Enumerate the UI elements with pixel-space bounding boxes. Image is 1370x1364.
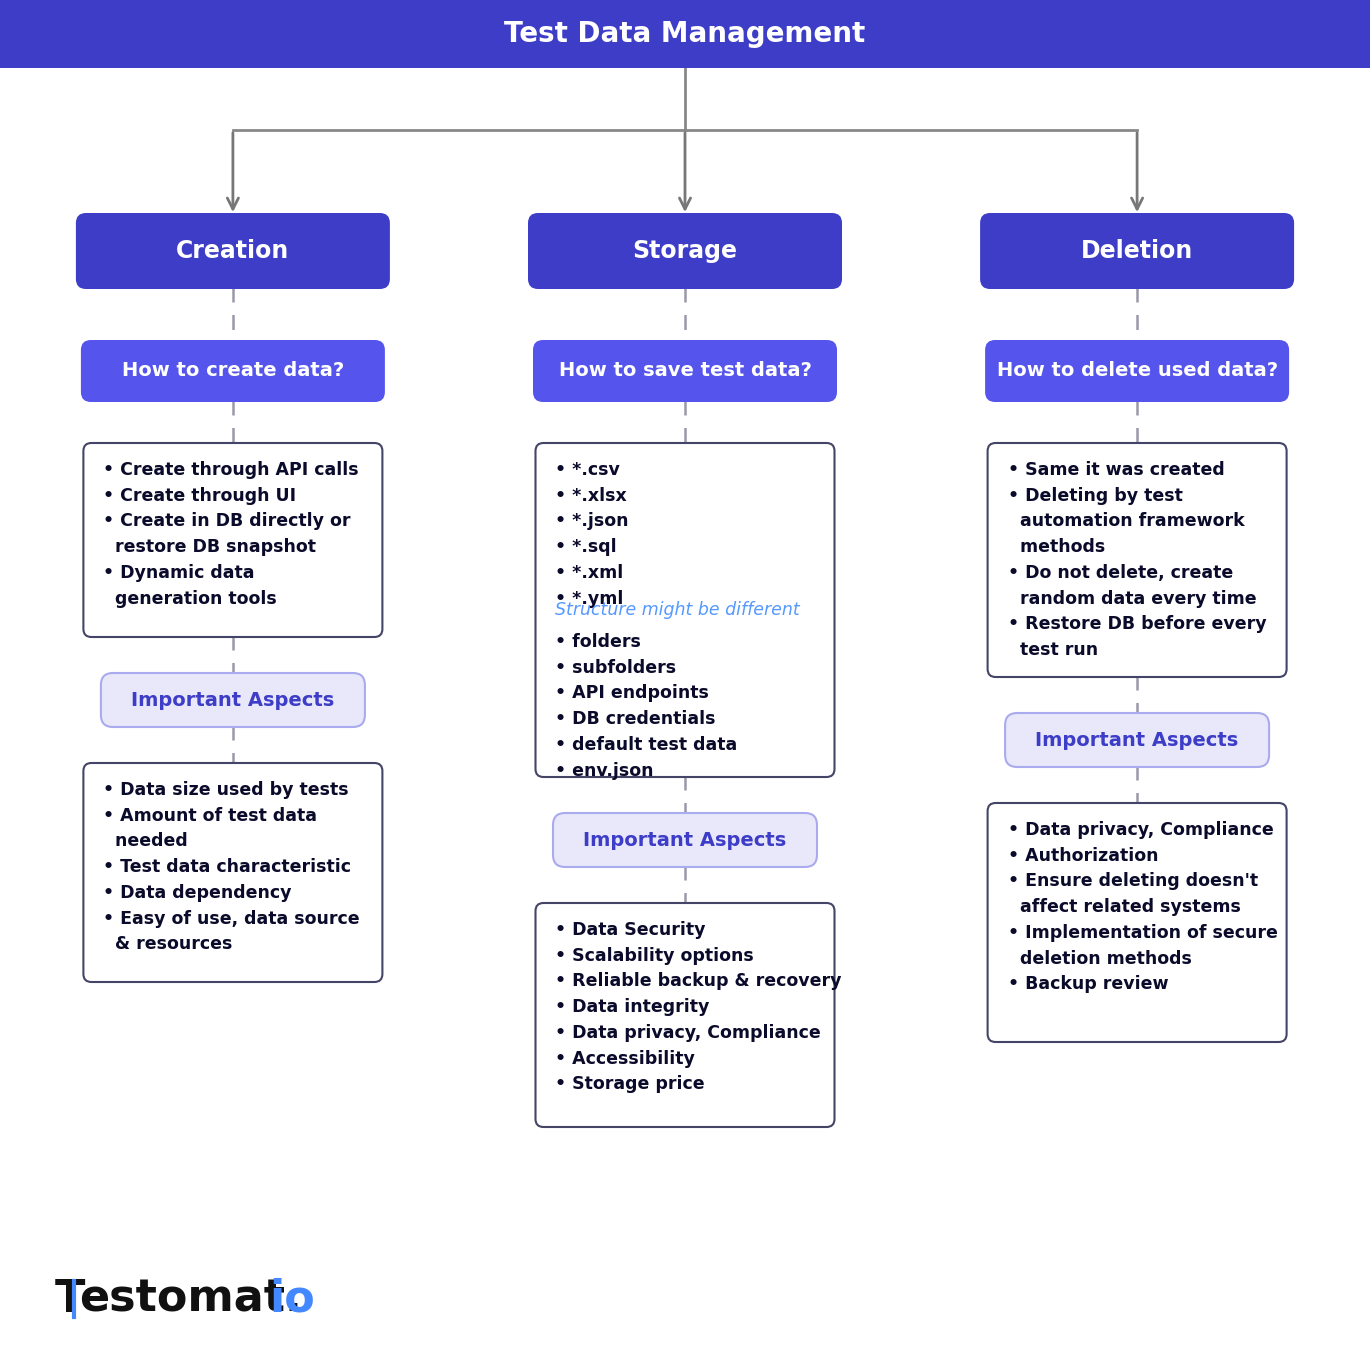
Text: • Data size used by tests
• Amount of test data
  needed
• Test data characteris: • Data size used by tests • Amount of te… [103, 782, 360, 953]
Text: • Same it was created
• Deleting by test
  automation framework
  methods
• Do n: • Same it was created • Deleting by test… [1007, 461, 1266, 659]
FancyBboxPatch shape [101, 672, 364, 727]
Text: Test Data Management: Test Data Management [504, 20, 866, 48]
FancyBboxPatch shape [1006, 713, 1269, 767]
Text: • folders
• subfolders
• API endpoints
• DB credentials
• default test data
• en: • folders • subfolders • API endpoints •… [555, 633, 738, 780]
FancyBboxPatch shape [980, 213, 1295, 289]
Text: T: T [55, 1278, 85, 1320]
FancyBboxPatch shape [985, 340, 1289, 402]
Text: • *.csv
• *.xlsx
• *.json
• *.sql
• *.xml
• *.yml: • *.csv • *.xlsx • *.json • *.sql • *.xm… [555, 461, 629, 607]
FancyBboxPatch shape [988, 803, 1286, 1042]
Text: Important Aspects: Important Aspects [1036, 731, 1238, 749]
Text: Deletion: Deletion [1081, 239, 1193, 263]
FancyBboxPatch shape [0, 0, 1370, 68]
FancyBboxPatch shape [84, 443, 382, 637]
Text: Creation: Creation [177, 239, 289, 263]
FancyBboxPatch shape [84, 762, 382, 982]
FancyBboxPatch shape [75, 213, 390, 289]
Text: Important Aspects: Important Aspects [584, 831, 786, 850]
FancyBboxPatch shape [536, 443, 834, 777]
Text: How to create data?: How to create data? [122, 361, 344, 381]
Text: Structure might be different: Structure might be different [555, 602, 800, 619]
Text: io: io [269, 1278, 315, 1320]
FancyBboxPatch shape [988, 443, 1286, 677]
FancyBboxPatch shape [533, 340, 837, 402]
FancyBboxPatch shape [527, 213, 843, 289]
FancyBboxPatch shape [553, 813, 817, 868]
Text: How to save test data?: How to save test data? [559, 361, 811, 381]
FancyBboxPatch shape [536, 903, 834, 1127]
Text: estomat.: estomat. [79, 1278, 301, 1320]
Text: • Data Security
• Scalability options
• Reliable backup & recovery
• Data integr: • Data Security • Scalability options • … [555, 921, 843, 1093]
FancyBboxPatch shape [81, 340, 385, 402]
Text: Important Aspects: Important Aspects [132, 690, 334, 709]
Text: Storage: Storage [633, 239, 737, 263]
Text: • Data privacy, Compliance
• Authorization
• Ensure deleting doesn't
  affect re: • Data privacy, Compliance • Authorizati… [1007, 821, 1277, 993]
Text: • Create through API calls
• Create through UI
• Create in DB directly or
  rest: • Create through API calls • Create thro… [103, 461, 359, 607]
Text: How to delete used data?: How to delete used data? [996, 361, 1278, 381]
